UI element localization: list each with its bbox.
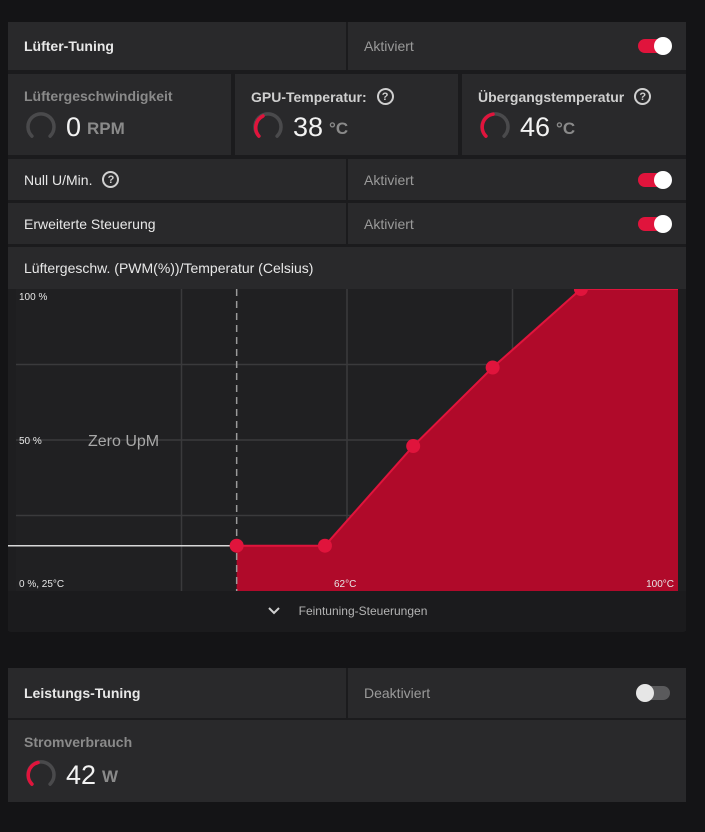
advanced-control-toggle[interactable] xyxy=(638,214,672,233)
power-consumption-value: 42 xyxy=(66,759,97,790)
fan-curve-title: Lüftergeschw. (PWM(%))/Temperatur (Celsi… xyxy=(24,260,314,276)
power-tuning-status: Deaktiviert xyxy=(364,685,431,701)
gpu-temp-label: GPU-Temperatur: xyxy=(251,88,367,105)
fan-curve-line xyxy=(236,289,678,547)
fan-curve-svg[interactable]: Zero UpM 100 % 50 % 0 %, 25°C 62°C 100°C xyxy=(8,289,686,591)
zero-rpm-status: Aktiviert xyxy=(364,171,414,188)
x-tick-label-100: 100°C xyxy=(646,579,674,590)
fan-speed-value: 0 xyxy=(66,111,82,142)
gpu-temp-gauge-icon xyxy=(253,112,283,138)
y-tick-label-50: 50 % xyxy=(19,436,42,447)
fan-tuning-panel: Lüfter-Tuning Aktiviert Lüftergeschwindi… xyxy=(8,22,686,632)
advanced-control-label: Erweiterte Steuerung xyxy=(24,215,156,232)
fan-curve-point-3[interactable] xyxy=(406,439,421,454)
zero-rpm-row: Null U/Min. ? Aktiviert xyxy=(8,159,686,200)
x-tick-label-62: 62°C xyxy=(334,579,356,590)
advanced-control-toggle-row[interactable]: Aktiviert xyxy=(348,203,686,244)
fan-speed-stat: Lüftergeschwindigkeit 0 RPM xyxy=(8,74,231,155)
fan-tuning-toggle[interactable] xyxy=(638,37,672,55)
power-gauge-icon xyxy=(26,760,56,786)
junction-temp-value: 46 xyxy=(520,111,551,142)
power-tuning-title: Leistungs-Tuning xyxy=(24,685,141,701)
gpu-temp-stat: GPU-Temperatur: ? 38 °C xyxy=(235,74,458,155)
gpu-temp-help-icon[interactable]: ? xyxy=(376,88,394,105)
gpu-temp-value: 38 xyxy=(293,111,324,142)
zero-rpm-help-icon[interactable]: ? xyxy=(102,171,120,188)
fan-curve-point-1[interactable] xyxy=(229,538,244,553)
fan-curve-point-5[interactable] xyxy=(573,289,588,296)
gpu-temp-unit: °C xyxy=(329,119,349,138)
junction-temp-label-wrap: Übergangstemperatur ? xyxy=(478,88,652,105)
y-tick-label-100: 100 % xyxy=(19,292,47,303)
zero-rpm-label: Null U/Min. xyxy=(24,171,93,188)
fan-curve-area xyxy=(236,289,678,591)
fan-curve-point-2[interactable] xyxy=(317,538,332,553)
fine-tuning-label: Feintuning-Steuerungen xyxy=(298,604,428,618)
fan-tuning-header: Lüfter-Tuning Aktiviert xyxy=(8,22,686,70)
chevron-down-icon xyxy=(267,607,280,615)
fan-speed-unit: RPM xyxy=(87,119,125,138)
junction-temp-help-icon[interactable]: ? xyxy=(634,88,652,105)
gpu-temp-label-wrap: GPU-Temperatur: ? xyxy=(251,88,394,105)
fan-tuning-toggle-row[interactable]: Aktiviert xyxy=(348,22,686,70)
power-tuning-toggle[interactable] xyxy=(636,684,670,702)
power-tuning-toggle-row[interactable]: Deaktiviert xyxy=(348,668,686,718)
fan-stats-row: Lüftergeschwindigkeit 0 RPM GPU-Temperat… xyxy=(8,74,686,155)
fan-tuning-title: Lüfter-Tuning xyxy=(24,38,114,54)
advanced-control-status: Aktiviert xyxy=(364,215,414,232)
junction-temp-stat: Übergangstemperatur ? 46 °C xyxy=(462,74,686,155)
zero-rpm-label-wrap: Null U/Min. ? xyxy=(8,159,346,200)
power-consumption-unit: W xyxy=(102,767,119,786)
junction-temp-label: Übergangstemperatur xyxy=(478,88,625,105)
fan-speed-gauge-icon xyxy=(26,112,56,138)
power-consumption-label: Stromverbrauch xyxy=(24,734,133,750)
y-tick-label-0: 0 %, 25°C xyxy=(19,579,64,590)
zero-rpm-label: Zero UpM xyxy=(88,433,159,450)
junction-temp-unit: °C xyxy=(556,119,576,138)
advanced-control-row: Erweiterte Steuerung Aktiviert xyxy=(8,203,686,244)
zero-rpm-toggle-row[interactable]: Aktiviert xyxy=(348,159,686,200)
power-consumption-stat: Stromverbrauch 42 W xyxy=(8,720,686,802)
fan-tuning-status: Aktiviert xyxy=(364,38,414,54)
fan-curve-point-4[interactable] xyxy=(485,360,500,375)
zero-rpm-toggle[interactable] xyxy=(638,170,672,189)
fan-speed-label: Lüftergeschwindigkeit xyxy=(24,88,173,104)
fan-curve-chart[interactable]: Zero UpM 100 % 50 % 0 %, 25°C 62°C 100°C xyxy=(8,289,686,591)
fan-curve-title-row: Lüftergeschw. (PWM(%))/Temperatur (Celsi… xyxy=(8,247,686,289)
fine-tuning-toggle[interactable]: Feintuning-Steuerungen xyxy=(8,591,686,631)
junction-temp-gauge-icon xyxy=(480,112,510,138)
power-tuning-header: Leistungs-Tuning Deaktiviert xyxy=(8,668,686,718)
power-tuning-panel: Leistungs-Tuning Deaktiviert Stromverbra… xyxy=(8,668,686,802)
